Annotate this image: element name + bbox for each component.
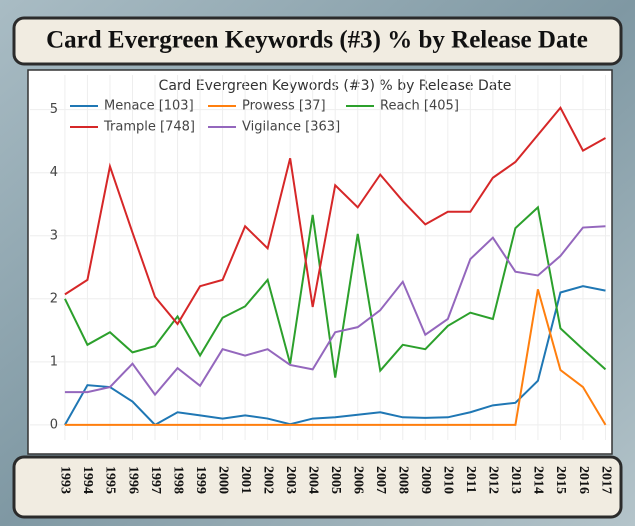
legend-label: Vigilance [363] xyxy=(242,120,340,135)
x-tick-label: 2014 xyxy=(531,466,546,494)
x-tick-label: 2012 xyxy=(486,466,501,494)
x-tick-label: 2008 xyxy=(396,466,411,494)
y-tick-label: 1 xyxy=(50,354,58,369)
series-line xyxy=(64,289,607,426)
header-banner xyxy=(12,16,623,66)
legend-label: Menace [103] xyxy=(104,99,194,114)
x-tick-label: 1993 xyxy=(58,466,73,494)
header-title: Card Evergreen Keywords (#3) % by Releas… xyxy=(46,27,588,54)
legend-label: Reach [405] xyxy=(380,99,459,114)
x-tick-label: 2017 xyxy=(598,466,613,494)
x-tick-label: 2015 xyxy=(553,466,568,494)
x-tick-label: 2011 xyxy=(463,466,478,493)
x-tick-label: 2006 xyxy=(351,466,366,494)
x-tick-label: 2002 xyxy=(260,466,275,494)
series-line xyxy=(64,105,606,326)
legend-label: Prowess [37] xyxy=(242,99,326,114)
x-tick-label: 2010 xyxy=(441,466,456,494)
x-tick-label: 2007 xyxy=(373,466,388,494)
x-tick-label: 2009 xyxy=(418,466,433,494)
y-tick-label: 0 xyxy=(50,417,58,432)
year-banner xyxy=(12,455,623,519)
x-tick-label: 2004 xyxy=(305,466,320,494)
series-line xyxy=(64,225,606,397)
x-tick-label: 2003 xyxy=(283,466,298,494)
x-tick-label: 2005 xyxy=(328,466,343,494)
x-tick-label: 2001 xyxy=(238,466,253,494)
x-tick-label: 1999 xyxy=(193,466,208,494)
y-tick-label: 3 xyxy=(50,228,58,243)
legend-label: Trample [748] xyxy=(103,120,195,135)
x-tick-label: 2016 xyxy=(576,466,591,494)
x-tick-label: 2013 xyxy=(508,466,523,494)
x-tick-label: 1996 xyxy=(125,466,140,494)
plot: 0 1 2 3 4 5 Menace [103] Prowess [37] Reach [405… xyxy=(30,75,610,440)
x-tick-label: 1998 xyxy=(170,466,185,494)
x-tick-label: 2000 xyxy=(215,466,230,494)
x-tick-label: 1997 xyxy=(148,466,163,494)
x-tick-label: 1994 xyxy=(80,466,95,494)
x-tick-label: 1995 xyxy=(103,466,118,494)
y-tick-label: 5 xyxy=(50,102,58,117)
y-tick-label: 2 xyxy=(50,291,58,306)
y-tick-label: 4 xyxy=(50,165,58,180)
series-line xyxy=(64,205,607,378)
